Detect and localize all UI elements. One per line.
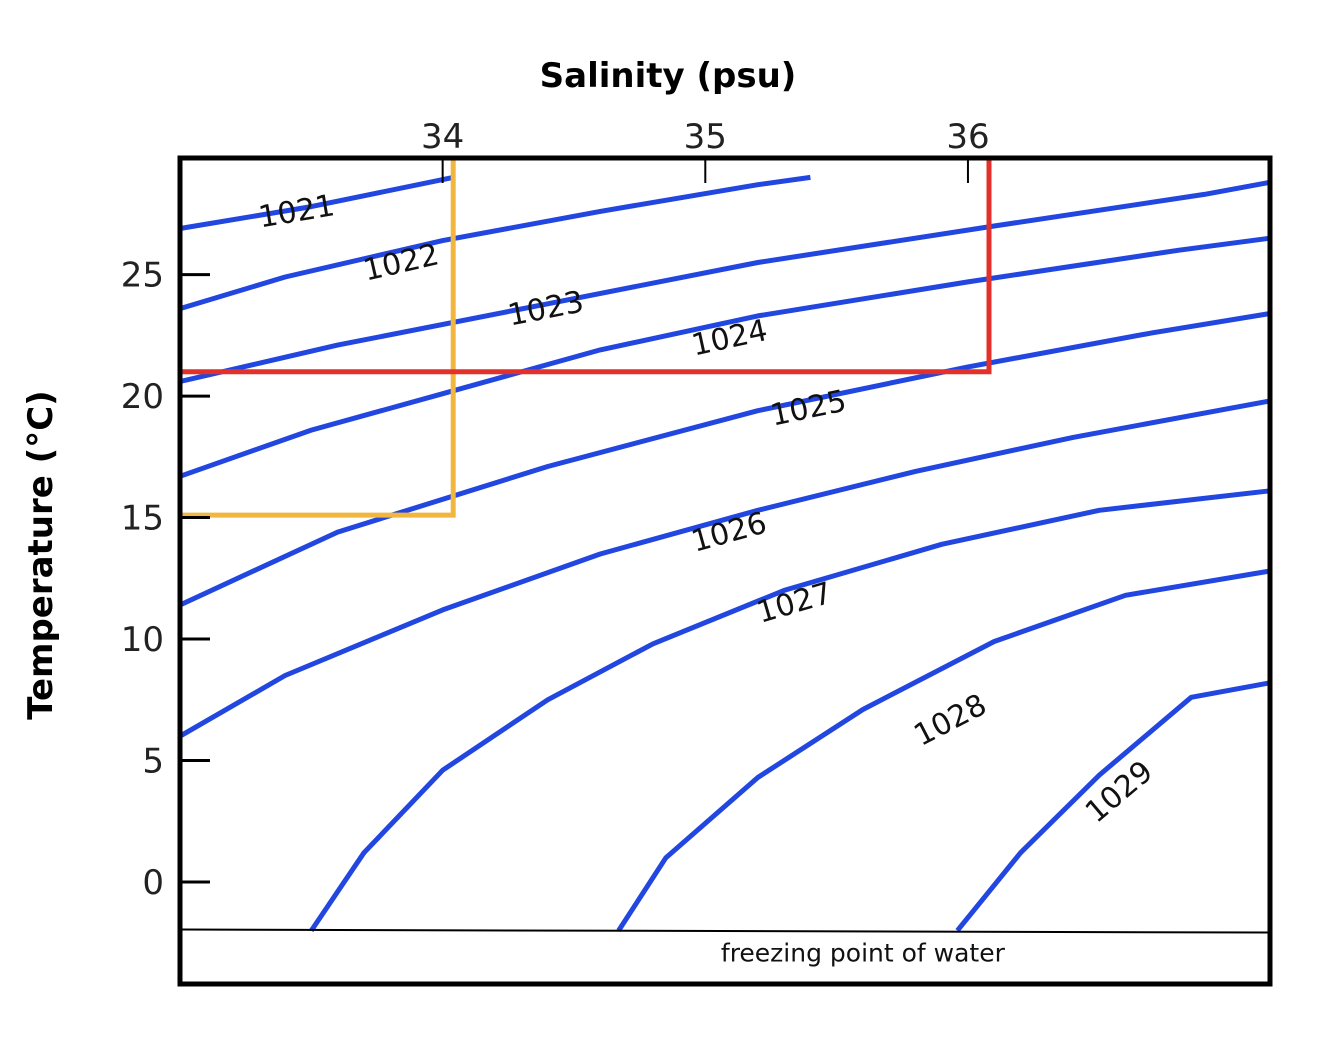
y-axis-title: Temperature (°C) [21,390,61,719]
contour-label-1029: 1029 [1079,754,1160,830]
y-tick-label-25: 25 [121,256,164,296]
isopycnal-1027 [309,488,1271,933]
axis-ticks: 34 35 36 0 5 10 15 20 25 [121,117,990,903]
freezing-point-line [179,928,1271,934]
y-tick-label-10: 10 [121,620,164,660]
x-tick-label-36: 36 [946,117,989,157]
freezing-point-label: freezing point of water [721,939,1006,968]
contour-label-1025: 1025 [768,384,850,434]
isopycnal-1029 [955,680,1271,933]
y-tick-label-15: 15 [121,499,164,539]
x-tick-label-35: 35 [684,117,727,157]
isopycnal-1028 [616,568,1271,932]
contour-labels: 1021 1022 1023 1024 1025 1026 1027 1028 1029 [256,188,1160,830]
contour-label-1026: 1026 [688,506,771,560]
contour-label-1021: 1021 [256,188,337,235]
y-tick-label-20: 20 [121,377,164,417]
isopycnal-1022 [179,174,811,311]
y-tick-label-5: 5 [142,741,164,781]
reference-lines [180,158,992,518]
isopycnal-1021 [179,174,454,231]
plot-frame [177,155,1273,987]
isopycnal-1026 [178,398,1271,739]
x-axis-title: Salinity (psu) [540,56,797,96]
contour-label-1028: 1028 [908,687,992,753]
contour-label-1024: 1024 [689,313,771,363]
y-tick-label-0: 0 [142,863,164,903]
x-tick-label-34: 34 [421,117,464,157]
reference-line-orange [180,158,456,518]
isopycnal-1023 [179,179,1271,384]
isopycnal-1024 [179,235,1271,479]
reference-line-red [180,158,992,375]
isopycnal-1025 [178,311,1271,608]
contour-label-1023: 1023 [505,284,587,333]
contour-label-1027: 1027 [753,576,836,631]
isopycnal-lines [178,174,1271,933]
contour-label-1022: 1022 [360,237,442,288]
